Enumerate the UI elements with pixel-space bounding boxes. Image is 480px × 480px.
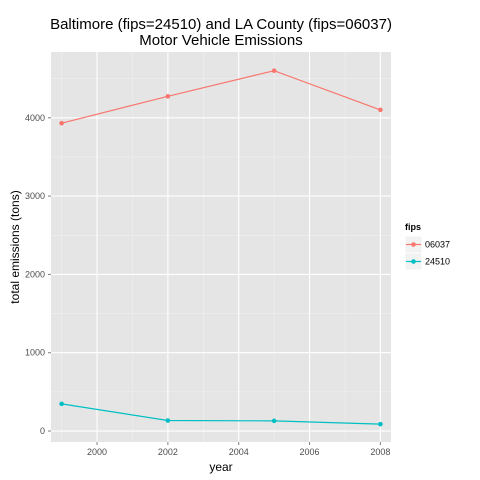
legend-key-point-06037 — [411, 242, 416, 247]
y-axis-title: total emissions (tons) — [8, 190, 22, 303]
series-line-24510 — [61, 403, 381, 425]
chart-title-line-2: Motor Vehicle Emissions — [139, 32, 302, 49]
y-tick-label: 0 — [40, 426, 45, 436]
x-axis-title: year — [209, 460, 232, 474]
x-tick-label: 2002 — [158, 447, 178, 457]
data-point-24510-2008 — [378, 421, 383, 427]
legend-label-06037: 06037 — [425, 240, 450, 250]
data-point-24510-2005 — [271, 418, 277, 424]
x-tick-label: 2008 — [370, 447, 390, 457]
grid-minor — [51, 52, 391, 442]
series-line-06037 — [61, 70, 381, 124]
data-point-24510-2002 — [165, 418, 171, 423]
legend-title: fips — [405, 222, 421, 232]
series-layer — [59, 68, 383, 427]
data-point-24510-1999 — [59, 401, 64, 407]
legend-label-24510: 24510 — [425, 257, 450, 267]
plot-panel — [51, 52, 391, 442]
y-axis-ticks: 0 1000 2000 3000 4000 — [25, 113, 51, 436]
data-point-06037-2008 — [378, 107, 383, 113]
legend-items: 06037 24510 — [404, 235, 450, 271]
x-tick-label: 2004 — [229, 447, 249, 457]
data-point-06037-2005 — [271, 68, 277, 74]
y-tick-label: 4000 — [25, 113, 45, 123]
data-point-06037-2002 — [165, 94, 171, 99]
legend: fips 06037 24510 — [404, 222, 450, 271]
legend-key-point-24510 — [411, 259, 416, 264]
y-tick-label: 1000 — [25, 348, 45, 358]
grid-major — [51, 52, 391, 442]
x-axis-ticks: 2000 2002 2004 2006 2008 — [87, 442, 390, 457]
y-tick-label: 2000 — [25, 269, 45, 279]
data-point-06037-1999 — [59, 120, 64, 126]
x-tick-label: 2006 — [300, 447, 320, 457]
y-tick-label: 3000 — [25, 191, 45, 201]
x-tick-label: 2000 — [87, 447, 107, 457]
chart-title-line-1: Baltimore (fips=24510) and LA County (fi… — [50, 16, 392, 33]
